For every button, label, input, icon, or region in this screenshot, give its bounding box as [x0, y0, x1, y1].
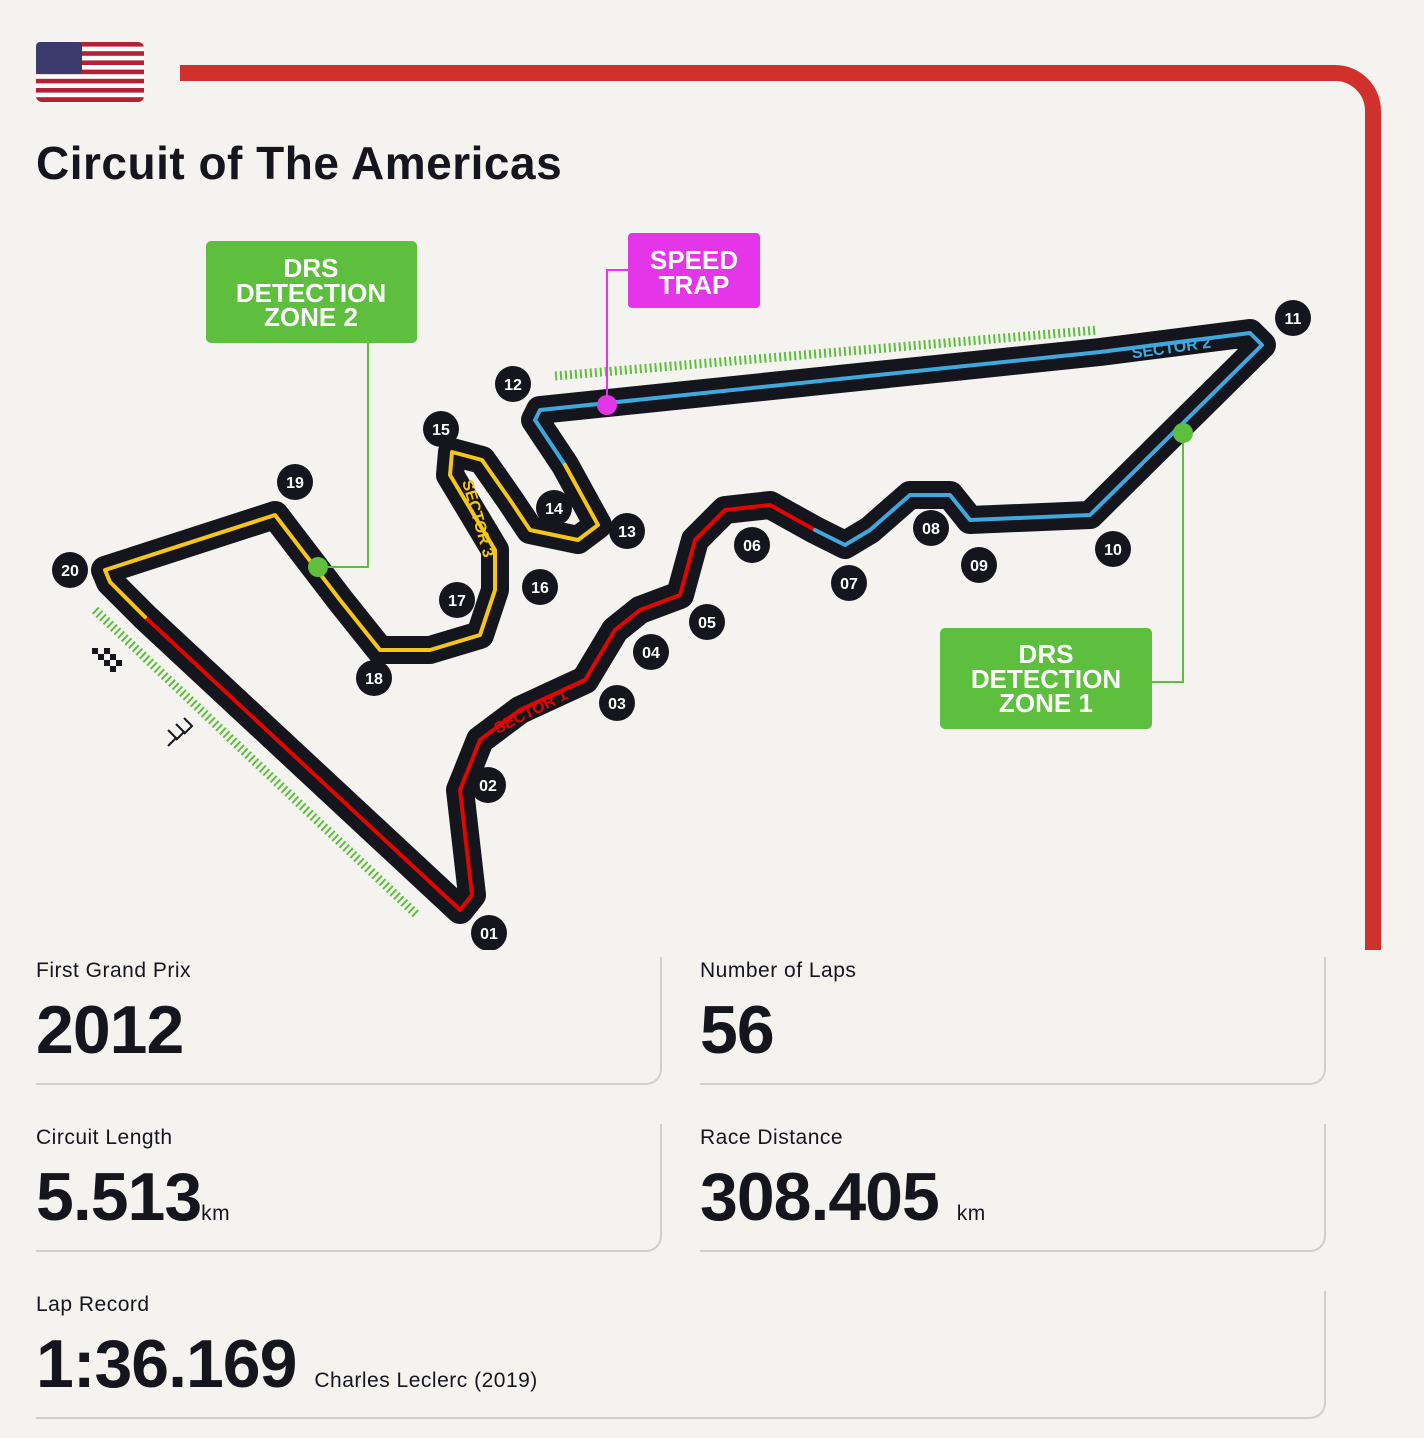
- turn-label: 12: [504, 377, 522, 394]
- turn-label: 15: [432, 422, 450, 439]
- turn-marker: [277, 464, 313, 500]
- turn-label: 01: [480, 926, 498, 943]
- turn-label: 14: [545, 501, 563, 518]
- callout-text: DETECTION: [971, 664, 1121, 694]
- drs-zone-strip: [91, 606, 422, 920]
- callout-text: DRS: [284, 253, 339, 283]
- callout-text: TRAP: [659, 270, 730, 300]
- us-flag: [36, 42, 144, 102]
- stat-value-row: 308.405 km: [700, 1158, 986, 1236]
- turn-markers: 01 02 03 04 05 06 07 08 09 10 11 12 13 14 15 16 17 18 19 20: [52, 300, 1311, 950]
- stat-value: 5.513: [36, 1159, 202, 1235]
- turn-label: 13: [618, 524, 636, 541]
- start-flag: [92, 648, 122, 672]
- turn-marker: [913, 510, 949, 546]
- stat-card: First Grand Prix 2012: [36, 957, 662, 1085]
- turn-marker: [52, 552, 88, 588]
- turn-marker: [522, 569, 558, 605]
- turn-marker: [495, 366, 531, 402]
- callout-text: DETECTION: [236, 278, 386, 308]
- sector-line: [143, 503, 817, 912]
- stat-card: Number of Laps 56: [700, 957, 1326, 1085]
- stat-label: Number of Laps: [700, 959, 857, 982]
- drs-zone-2-callout: DRS DETECTION ZONE 2: [206, 241, 417, 577]
- stat-label: Race Distance: [700, 1126, 844, 1149]
- turn-label: 10: [1104, 542, 1122, 559]
- stat-unit: km: [956, 1202, 986, 1225]
- turn-marker: [423, 411, 459, 447]
- turn-label: 08: [922, 521, 940, 538]
- turn-label: 17: [448, 593, 466, 610]
- turn-label: 03: [608, 696, 626, 713]
- turn-marker: [356, 660, 392, 696]
- circuit-title: Circuit of The Americas: [36, 137, 563, 189]
- stat-label: First Grand Prix: [36, 959, 192, 982]
- turn-marker: [599, 685, 635, 721]
- stat-value: 1:36.169: [36, 1326, 297, 1402]
- turn-label: 19: [286, 475, 304, 492]
- track: [91, 319, 1276, 924]
- turn-label: 06: [743, 538, 761, 555]
- turn-marker: [1095, 531, 1131, 567]
- turn-label: 20: [61, 563, 79, 580]
- stat-card: Race Distance 308.405 km: [700, 1124, 1326, 1252]
- turn-marker: [961, 547, 997, 583]
- stat-value: 308.405: [700, 1159, 940, 1235]
- stat-label: Circuit Length: [36, 1126, 173, 1149]
- turn-marker: [439, 582, 475, 618]
- frame-border: [180, 65, 1381, 950]
- turn-marker: [689, 604, 725, 640]
- callout-text: SPEED: [650, 245, 738, 275]
- stat-label: Lap Record: [36, 1293, 150, 1316]
- stat-unit: km: [201, 1202, 231, 1225]
- turn-marker: [471, 915, 507, 950]
- stat-card: Circuit Length 5.513km: [36, 1124, 662, 1252]
- stat-card: Lap Record 1:36.169 Charles Leclerc (201…: [36, 1291, 1326, 1419]
- turn-marker: [734, 527, 770, 563]
- turn-label: 07: [840, 576, 858, 593]
- stat-value: 56: [700, 992, 775, 1068]
- callout-text: ZONE 2: [264, 302, 358, 332]
- callout-text: DRS: [1019, 639, 1074, 669]
- turn-label: 18: [365, 671, 383, 688]
- sector-line: [103, 450, 600, 652]
- turn-label: 05: [698, 615, 716, 632]
- drs-zone-1-callout: DRS DETECTION ZONE 1: [940, 423, 1193, 729]
- speed-trap-callout: SPEED TRAP: [597, 233, 760, 415]
- lap-record-holder: Charles Leclerc (2019): [314, 1369, 538, 1392]
- turn-label: 11: [1285, 311, 1302, 328]
- sector-line: [533, 331, 1264, 547]
- turn-label: 04: [642, 645, 660, 662]
- circuit-map: DRS DETECTION ZONE 2 SPEED TRAP DRS DETE…: [36, 42, 1381, 950]
- stat-value-row: 1:36.169 Charles Leclerc (2019): [36, 1325, 538, 1403]
- stat-value-row: 5.513km: [36, 1158, 230, 1236]
- turn-marker: [1275, 300, 1311, 336]
- stat-value: 2012: [36, 992, 184, 1068]
- drs-zone-strip: [554, 325, 1099, 381]
- turn-label: 16: [531, 580, 549, 597]
- turn-marker: [609, 513, 645, 549]
- turn-marker: [536, 490, 572, 526]
- turn-label: 09: [970, 558, 988, 575]
- callout-text: ZONE 1: [999, 688, 1093, 718]
- direction-arrow: [167, 717, 194, 747]
- turn-marker: [470, 767, 506, 803]
- turn-label: 02: [479, 778, 497, 795]
- turn-marker: [633, 634, 669, 670]
- track-outline: [91, 319, 1276, 924]
- turn-marker: [831, 565, 867, 601]
